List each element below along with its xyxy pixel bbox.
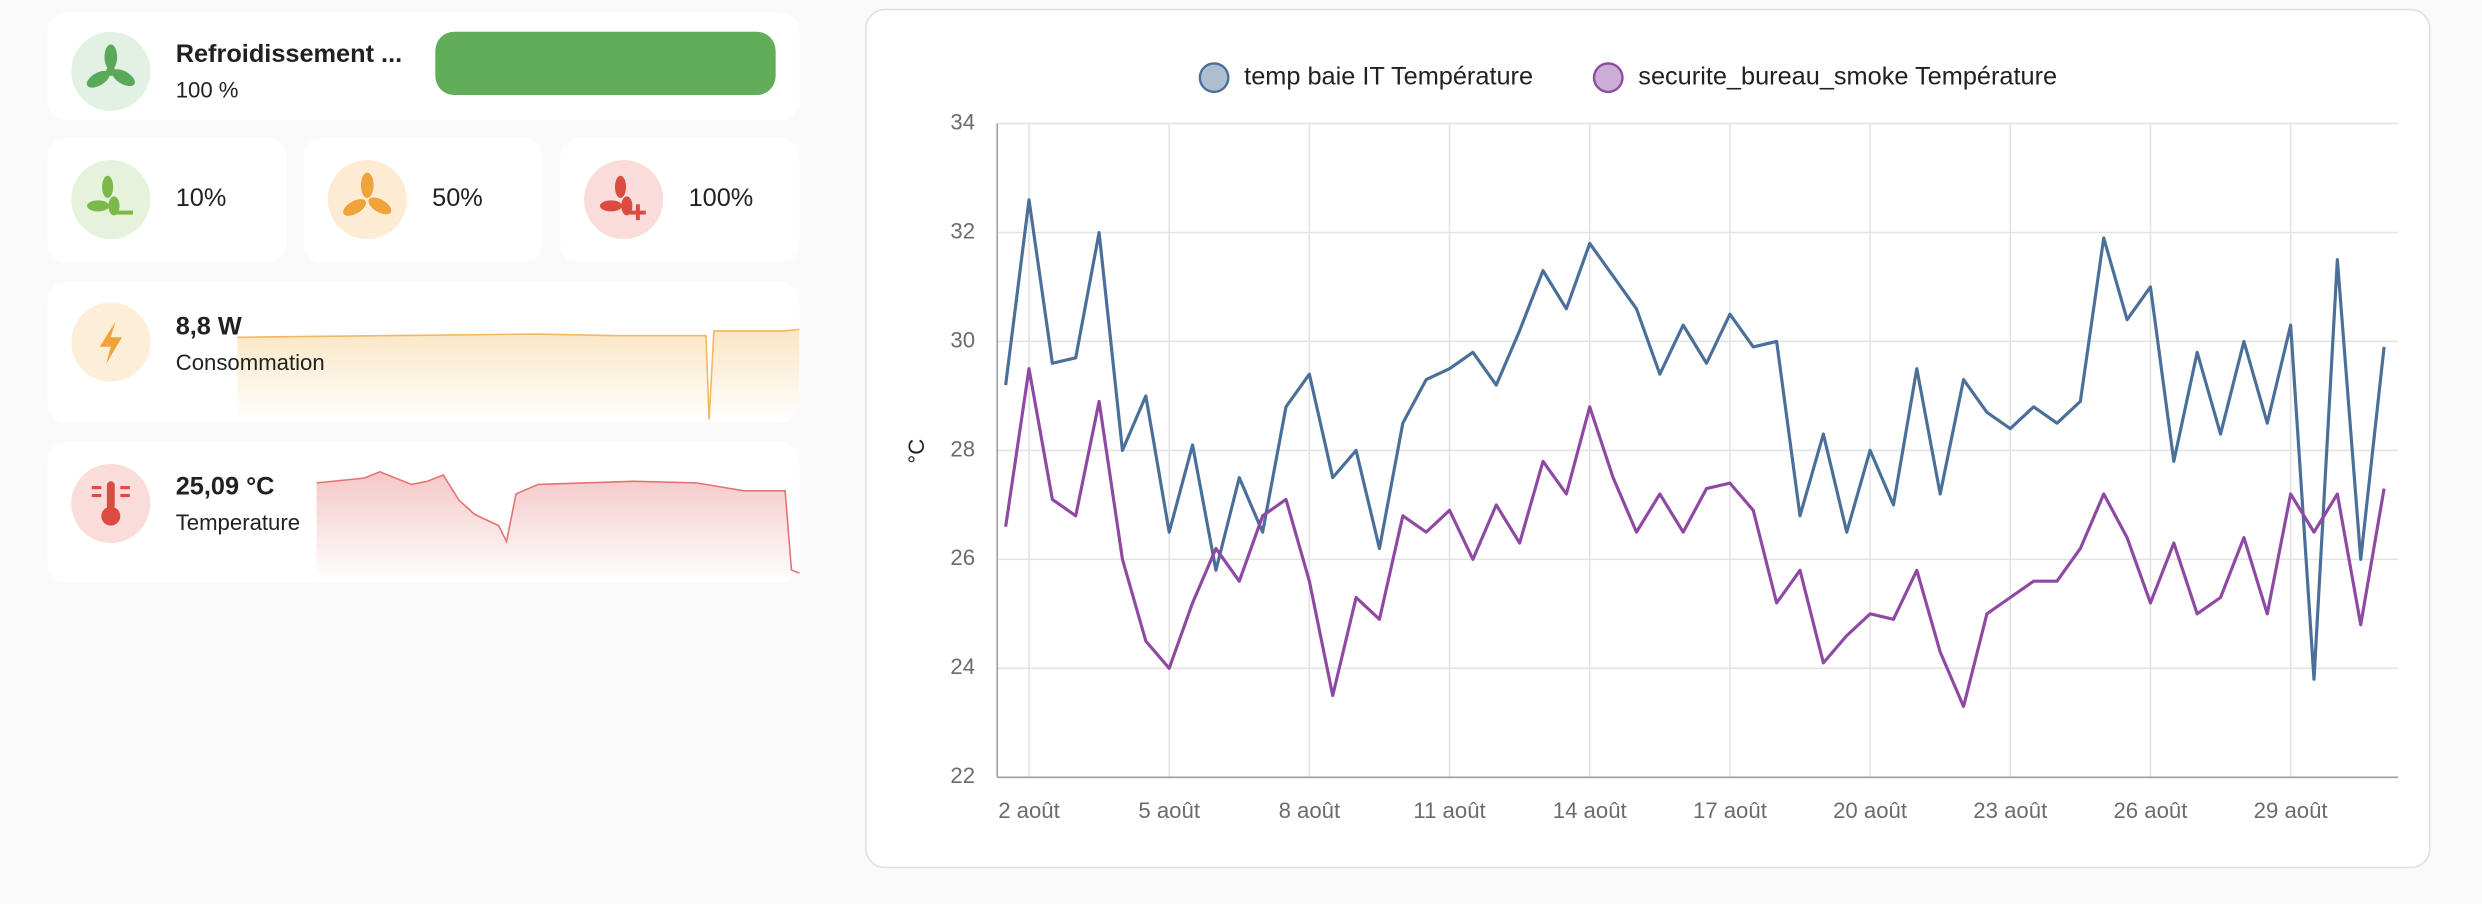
sensor-name: Temperature xyxy=(176,510,300,535)
y-tick-label: 24 xyxy=(950,654,975,679)
sparkline xyxy=(237,328,800,420)
x-tick-label: 29 août xyxy=(2254,798,2328,823)
legend-swatch xyxy=(1198,62,1230,94)
sensor-glyph xyxy=(91,481,130,526)
preset-label: 100% xyxy=(689,184,754,212)
x-tick-label: 20 août xyxy=(1833,798,1907,823)
y-tick-label: 22 xyxy=(950,763,975,788)
preset-glyph xyxy=(599,175,646,221)
sparkline xyxy=(316,470,800,574)
y-tick-label: 34 xyxy=(950,109,975,134)
sensor-state: 25,09 °C xyxy=(176,472,275,500)
preset-glyph xyxy=(343,172,392,216)
sensor-glyph xyxy=(99,321,122,365)
x-tick-label: 26 août xyxy=(2113,798,2187,823)
y-tick-label: 30 xyxy=(950,327,975,352)
x-tick-label: 23 août xyxy=(1973,798,2047,823)
sensor-state: 8,8 W xyxy=(176,312,242,340)
preset-label: 50% xyxy=(432,184,483,212)
preset-icon xyxy=(327,159,407,240)
y-tick-label: 26 xyxy=(950,545,975,570)
chart-card xyxy=(865,8,2431,869)
legend-swatch xyxy=(1592,62,1624,94)
x-tick-label: 14 août xyxy=(1553,798,1627,823)
x-tick-label: 2 août xyxy=(998,798,1060,823)
fan-glyph xyxy=(86,44,135,88)
x-tick-label: 5 août xyxy=(1138,798,1200,823)
y-axis-label: °C xyxy=(904,439,929,464)
fan-state: 100 % xyxy=(176,78,239,103)
sparkline-area xyxy=(237,329,800,423)
x-tick-label: 8 août xyxy=(1279,798,1341,823)
x-tick-label: 11 août xyxy=(1413,798,1485,823)
fan-slider-fill xyxy=(435,31,776,96)
sensor-name: Consommation xyxy=(176,350,325,375)
y-tick-label: 28 xyxy=(950,436,975,461)
chart: 22 24 26 28 30 32 34 2 août 5 août 8 août 11 août 1… xyxy=(950,62,2399,823)
preset-label: 10% xyxy=(176,184,227,212)
series-line xyxy=(1004,198,2386,681)
fan-name: Refroidissement ... xyxy=(176,40,402,68)
sparkline-area xyxy=(316,471,800,583)
preset-glyph xyxy=(87,175,133,216)
legend-label: temp baie IT Température xyxy=(1244,62,1533,90)
legend-label: securite_bureau_smoke Température xyxy=(1638,62,2057,90)
x-tick-label: 17 août xyxy=(1693,798,1767,823)
y-tick-label: 32 xyxy=(950,218,975,243)
series-line xyxy=(1004,367,2386,709)
